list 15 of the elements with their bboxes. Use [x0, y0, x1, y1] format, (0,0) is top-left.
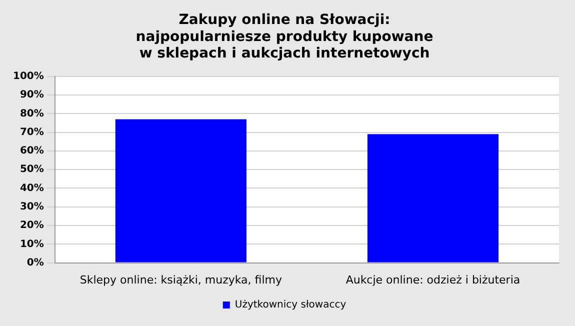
- y-tick-label: 60%: [20, 146, 44, 157]
- y-tick-label: 0%: [26, 257, 44, 268]
- y-tick-label: 10%: [20, 238, 44, 250]
- y-tick-label: 50%: [20, 164, 44, 176]
- y-tick-label: 70%: [20, 126, 44, 138]
- y-tick-label: 80%: [20, 108, 44, 120]
- legend-label: Użytkownicy słowaccy: [234, 300, 346, 311]
- y-tick-label: 100%: [12, 70, 44, 82]
- y-tick-label: 30%: [20, 201, 44, 212]
- chart-title: Zakupy online na Słowacji: najpopularniesze produkty kupowane w sklepach i aukcjach internetowych: [136, 12, 434, 62]
- y-tick-label: 90%: [20, 90, 44, 101]
- y-tick-label: 20%: [20, 220, 44, 232]
- y-tick-label: 40%: [20, 182, 44, 194]
- x-tick-label: Aukcje online: odzież i biżuteria: [346, 273, 520, 286]
- x-tick-label: Sklepy online: książki, muzyka, filmy: [80, 273, 282, 286]
